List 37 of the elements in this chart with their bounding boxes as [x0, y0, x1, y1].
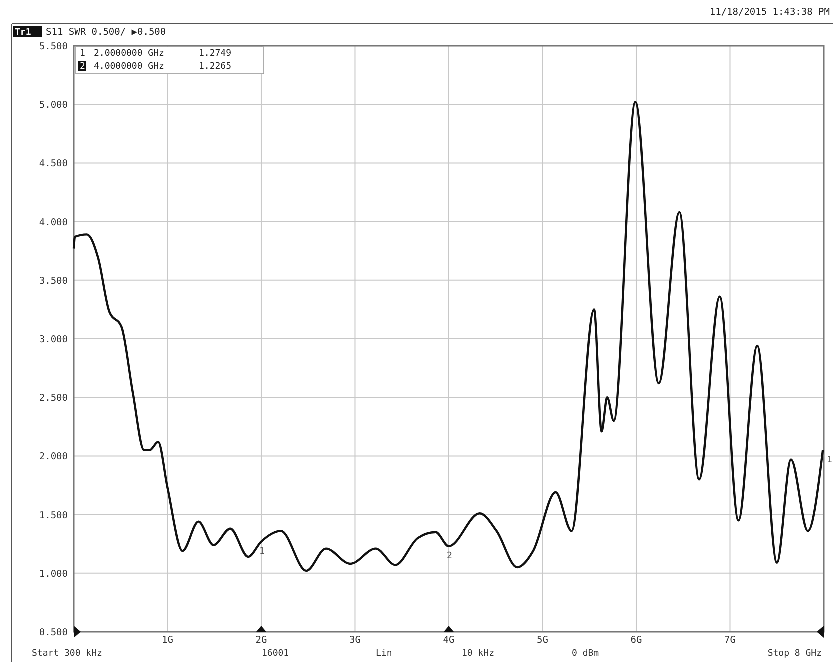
- y-tick-label: 5.000: [39, 100, 68, 112]
- x-tick-label: 1G: [162, 635, 174, 646]
- text: Tr1: [15, 28, 32, 38]
- y-tick-label: 1.000: [39, 568, 68, 580]
- annotation: 2.0000000 GHz: [94, 49, 164, 59]
- chart-title: S11 SWR 0.500/ ▶0.500: [46, 27, 166, 38]
- annotation: 1: [827, 455, 832, 466]
- line-series: [72, 101, 824, 572]
- text: Start 300 kHz: [32, 649, 102, 659]
- annotation: 2: [446, 551, 452, 562]
- text: Stop 8 GHz: [768, 649, 822, 659]
- y-tick-label: 5.500: [39, 42, 68, 52]
- annotation: 1: [80, 49, 86, 59]
- annotation: 1.2265: [199, 62, 232, 72]
- text: Lin: [376, 649, 392, 659]
- y-tick-label: 2.000: [39, 452, 68, 463]
- x-tick-label: 5G: [537, 635, 549, 646]
- text: 10 kHz: [462, 649, 495, 659]
- annotation: 4.0000000 GHz: [94, 62, 164, 72]
- text: 0 dBm: [572, 649, 600, 659]
- y-tick-label: 3.000: [39, 334, 68, 346]
- x-tick-label: 2G: [256, 635, 268, 646]
- x-tick-label: 6G: [630, 635, 642, 646]
- text: 16001: [262, 649, 290, 659]
- y-tick-label: 2.500: [39, 393, 68, 404]
- x-tick-label: 3G: [350, 635, 362, 646]
- y-tick-label: 1.500: [39, 510, 68, 522]
- x-tick-label: 7G: [724, 635, 736, 646]
- x-tick-label: 4G: [443, 635, 455, 646]
- y-tick-label: 0.500: [39, 628, 68, 638]
- text: 11/18/2015 1:43:38 PM: [710, 7, 830, 18]
- annotation: 1.2749: [199, 49, 232, 59]
- annotation: 2: [80, 62, 86, 72]
- annotation: 1: [259, 546, 265, 557]
- y-tick-label: 4.500: [39, 158, 68, 170]
- y-tick-label: 3.500: [39, 276, 68, 287]
- y-tick-label: 4.000: [39, 217, 68, 228]
